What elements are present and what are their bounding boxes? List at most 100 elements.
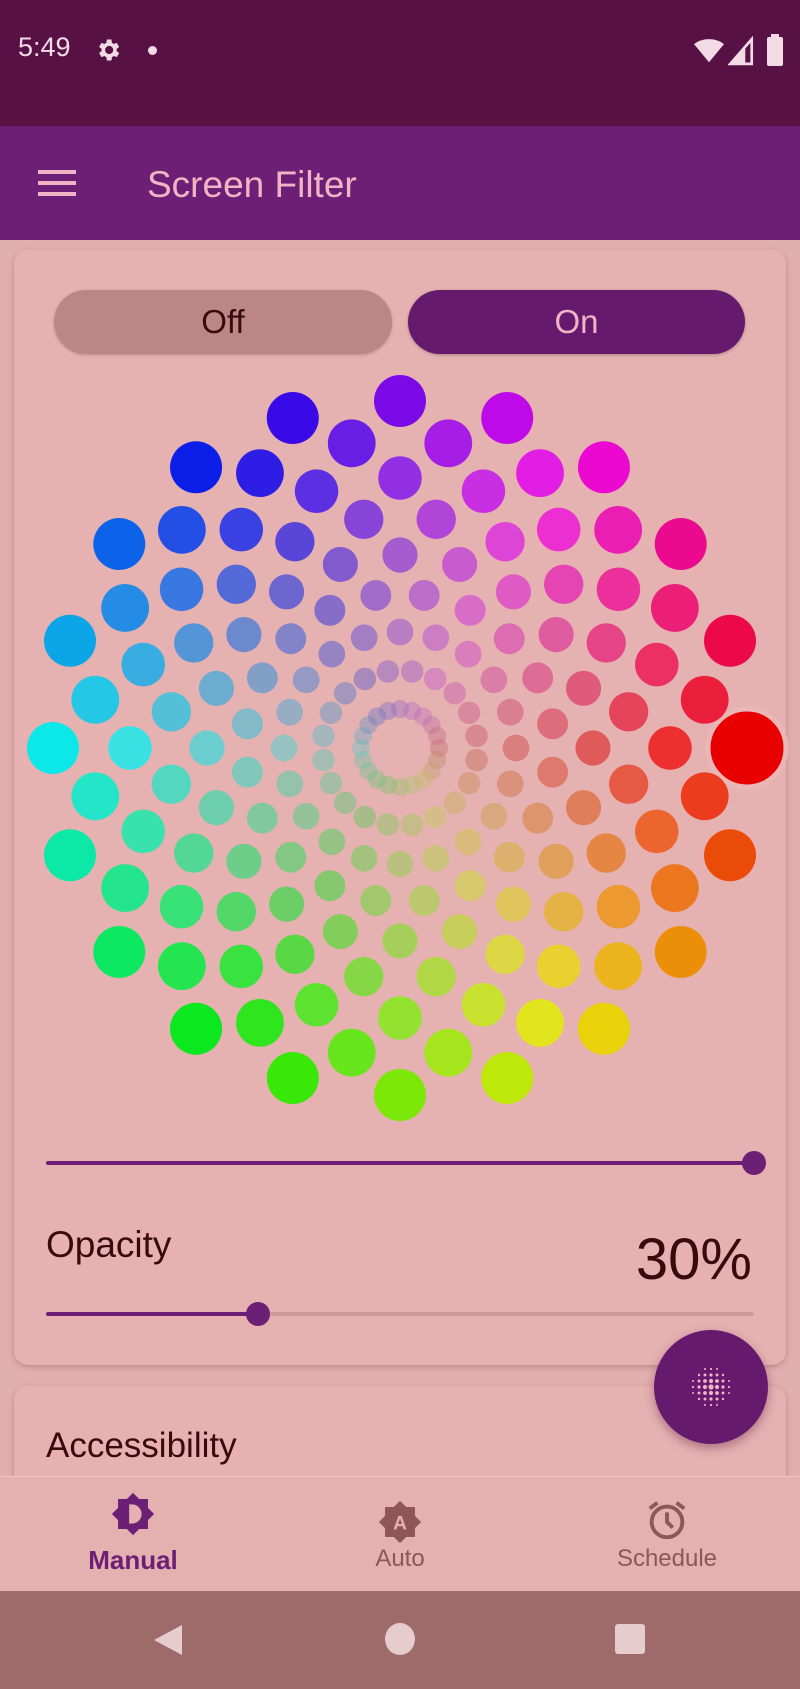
color-dot[interactable] — [353, 726, 373, 746]
color-dot[interactable] — [268, 574, 305, 610]
color-dot[interactable] — [292, 666, 320, 694]
color-dot[interactable] — [359, 715, 378, 735]
color-dot[interactable] — [650, 584, 699, 632]
hamburger-icon[interactable] — [38, 168, 78, 198]
color-dot[interactable] — [219, 507, 264, 552]
color-dot[interactable] — [43, 829, 96, 882]
color-dot[interactable] — [481, 1052, 534, 1105]
color-dot[interactable] — [454, 870, 486, 902]
color-dot[interactable] — [353, 805, 377, 829]
color-dot[interactable] — [151, 764, 192, 804]
color-dot[interactable] — [427, 726, 447, 746]
color-dot[interactable] — [495, 574, 532, 610]
color-dot[interactable] — [322, 913, 358, 950]
color-dot[interactable] — [170, 1002, 223, 1055]
color-dot[interactable] — [266, 1052, 319, 1105]
color-dot[interactable] — [516, 449, 564, 498]
color-dot[interactable] — [493, 623, 525, 655]
color-dot[interactable] — [416, 499, 456, 540]
color-dot[interactable] — [350, 624, 378, 652]
color-dot[interactable] — [174, 623, 214, 663]
color-dot[interactable] — [386, 850, 414, 878]
color-dot[interactable] — [151, 692, 192, 732]
color-dot[interactable] — [442, 913, 478, 950]
color-dot[interactable] — [382, 923, 418, 959]
color-dot[interactable] — [319, 701, 343, 725]
color-dot[interactable] — [312, 748, 335, 772]
color-dot[interactable] — [586, 623, 626, 663]
color-dot[interactable] — [360, 579, 392, 611]
color-dot[interactable] — [236, 998, 284, 1047]
color-dot[interactable] — [544, 892, 584, 932]
color-dot[interactable] — [268, 886, 305, 922]
color-dot[interactable] — [496, 770, 524, 798]
color-dot[interactable] — [429, 738, 449, 758]
color-dot[interactable] — [350, 844, 378, 872]
color-dot[interactable] — [402, 701, 422, 721]
color-dot[interactable] — [198, 790, 235, 826]
color-dot[interactable] — [231, 756, 263, 788]
color-dot[interactable] — [322, 546, 358, 583]
color-dot[interactable] — [680, 772, 729, 821]
color-dot[interactable] — [376, 660, 400, 683]
recents-icon[interactable] — [615, 1624, 645, 1654]
color-dot[interactable] — [378, 996, 422, 1040]
color-dot[interactable] — [422, 844, 450, 872]
color-dot[interactable] — [413, 707, 433, 726]
color-dot[interactable] — [390, 699, 410, 719]
color-dot[interactable] — [376, 813, 400, 836]
color-dot[interactable] — [400, 813, 424, 836]
color-dot[interactable] — [422, 761, 441, 781]
color-dot[interactable] — [608, 764, 649, 804]
color-dot[interactable] — [174, 833, 214, 873]
color-dot[interactable] — [538, 843, 574, 880]
color-dot[interactable] — [226, 616, 262, 653]
color-dot[interactable] — [423, 805, 447, 829]
color-dot[interactable] — [390, 777, 410, 797]
color-dot[interactable] — [424, 1028, 473, 1077]
color-dot[interactable] — [351, 738, 371, 758]
color-dot[interactable] — [544, 564, 584, 604]
color-dot[interactable] — [231, 708, 263, 740]
color-dot[interactable] — [275, 522, 315, 562]
color-dot[interactable] — [367, 707, 387, 726]
color-dot[interactable] — [413, 770, 433, 789]
color-dot[interactable] — [386, 618, 414, 646]
opacity-slider-thumb[interactable] — [246, 1302, 271, 1326]
color-dot[interactable] — [266, 391, 319, 444]
color-dot[interactable] — [422, 624, 450, 652]
color-dot[interactable] — [522, 662, 554, 694]
color-dot[interactable] — [292, 802, 320, 830]
color-dot[interactable] — [216, 892, 256, 932]
color-dot[interactable] — [454, 640, 482, 668]
color-dot[interactable] — [635, 642, 679, 687]
color-dot[interactable] — [246, 802, 278, 834]
color-dot[interactable] — [565, 790, 602, 826]
color-dot[interactable] — [333, 791, 357, 815]
color-dot[interactable] — [276, 698, 304, 726]
color-dot[interactable] — [427, 750, 447, 770]
color-dot[interactable] — [485, 934, 525, 974]
color-dot[interactable] — [461, 469, 506, 513]
color-dot[interactable] — [344, 499, 384, 540]
nav-auto[interactable]: A Auto — [267, 1477, 533, 1592]
color-dot[interactable] — [522, 802, 554, 834]
color-dot[interactable] — [454, 828, 482, 856]
color-dot[interactable] — [465, 724, 488, 748]
color-dot[interactable] — [159, 884, 204, 929]
color-dot[interactable] — [536, 944, 581, 989]
color-dot[interactable] — [157, 505, 206, 554]
fab-button[interactable] — [654, 1330, 768, 1444]
color-dot[interactable] — [648, 726, 692, 770]
color-dot[interactable] — [353, 667, 377, 691]
color-dot[interactable] — [170, 441, 223, 494]
opacity-slider-track[interactable] — [46, 1312, 754, 1316]
color-dot[interactable] — [408, 579, 440, 611]
color-dot[interactable] — [594, 505, 643, 554]
color-dot[interactable] — [423, 667, 447, 691]
color-dot[interactable] — [121, 809, 165, 854]
color-dot[interactable] — [93, 518, 146, 571]
color-dot[interactable] — [586, 833, 626, 873]
color-dot[interactable] — [537, 708, 569, 740]
color-dot[interactable] — [275, 623, 307, 655]
